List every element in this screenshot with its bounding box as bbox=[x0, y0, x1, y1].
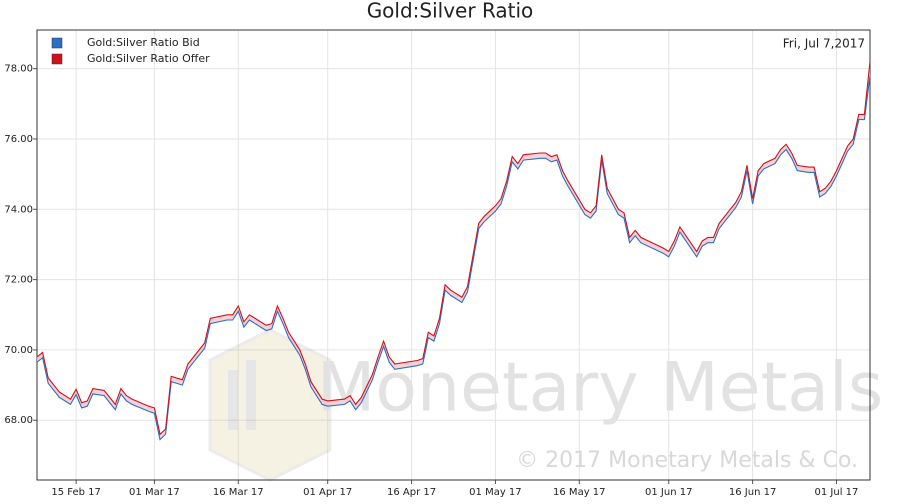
series-line bbox=[36, 61, 871, 436]
y-tick-label: 76.00 bbox=[4, 134, 33, 145]
logo bbox=[208, 328, 332, 482]
y-tick-label: 68.00 bbox=[4, 415, 33, 426]
x-tick-label: 01 Apr 17 bbox=[303, 487, 352, 498]
x-tick-label: 15 Feb 17 bbox=[51, 487, 101, 498]
x-tick-label: 01 Jul 17 bbox=[815, 487, 859, 498]
x-tick-label: 01 Mar 17 bbox=[129, 487, 180, 498]
watermark: Monetary Metals bbox=[317, 349, 884, 428]
series-line bbox=[36, 75, 871, 441]
x-tick-label: 16 Jun 17 bbox=[729, 487, 776, 498]
legend-swatch bbox=[51, 37, 63, 49]
y-tick-label: 72.00 bbox=[4, 275, 33, 286]
date-note: Fri, Jul 7,2017 bbox=[783, 37, 865, 51]
y-tick-label: 78.00 bbox=[4, 64, 33, 75]
y-tick-label: 74.00 bbox=[4, 204, 33, 215]
legend-label: Gold:Silver Ratio Offer bbox=[87, 52, 210, 65]
x-tick-label: 16 Mar 17 bbox=[213, 487, 264, 498]
x-tick-label: 01 Jun 17 bbox=[645, 487, 692, 498]
x-tick-label: 16 Apr 17 bbox=[387, 487, 436, 498]
x-tick-label: 01 May 17 bbox=[469, 487, 521, 498]
legend-label: Gold:Silver Ratio Bid bbox=[87, 36, 200, 49]
plot-frame bbox=[36, 29, 871, 481]
chart-title: Gold:Silver Ratio bbox=[367, 0, 534, 23]
x-tick-label: 16 May 17 bbox=[553, 487, 605, 498]
legend-swatch bbox=[51, 53, 63, 65]
y-tick-label: 70.00 bbox=[4, 345, 33, 356]
copyright: © 2017 Monetary Metals & Co. bbox=[516, 448, 858, 473]
